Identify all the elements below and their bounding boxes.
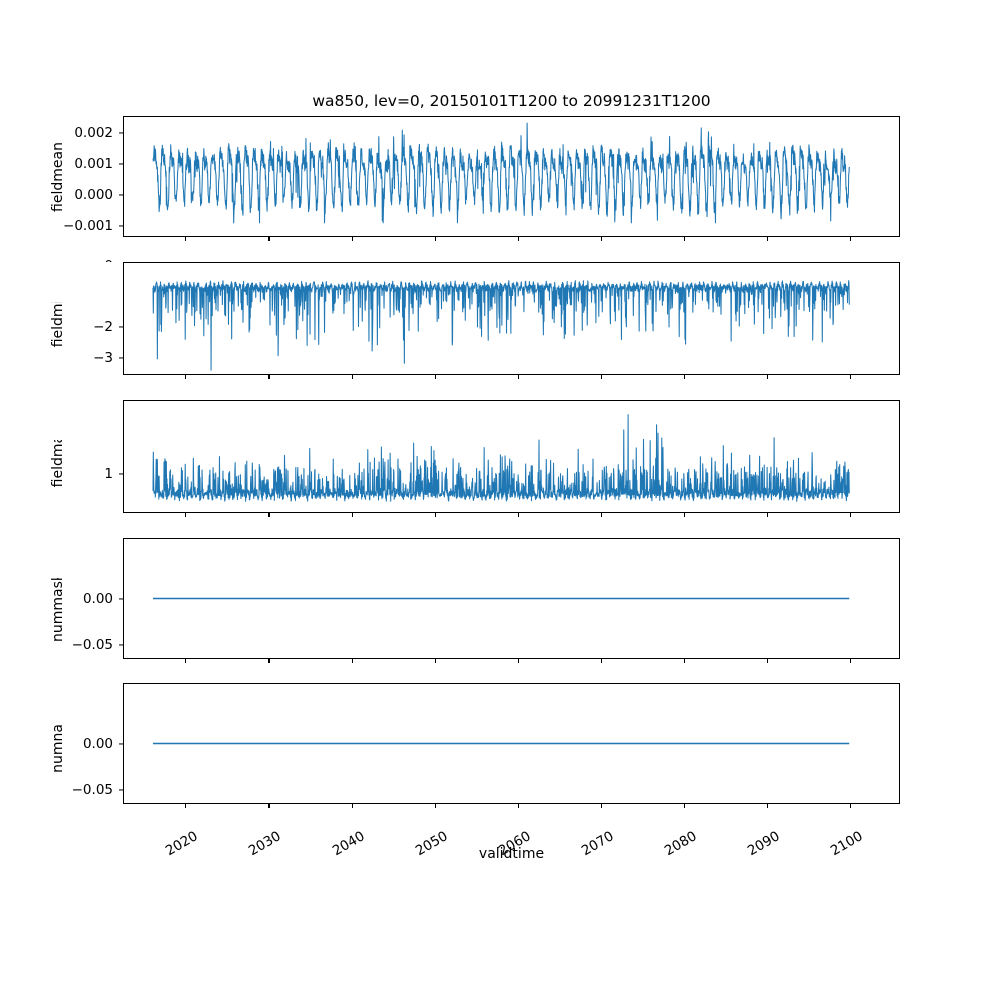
x-tick-mark — [434, 237, 436, 241]
x-tick-mark — [517, 659, 519, 663]
x-tick-mark — [517, 513, 519, 517]
y-tick-mark — [119, 163, 123, 165]
x-tick-mark — [767, 375, 769, 379]
x-tick-mark — [351, 659, 353, 663]
y-tick-mark — [119, 742, 123, 745]
x-tick-mark — [850, 804, 852, 808]
x-axis-label: validtime — [478, 846, 545, 862]
y-tick-label: −0.05 — [71, 637, 113, 654]
x-tick-mark — [351, 513, 353, 517]
x-tick-mark — [600, 513, 602, 517]
y-tick-mark — [119, 644, 123, 646]
fieldmin-line-series — [124, 263, 899, 374]
x-tick-mark — [683, 237, 686, 241]
x-tick-mark — [767, 659, 769, 663]
x-tick-mark — [268, 237, 270, 241]
x-tick-mark — [683, 804, 686, 808]
x-tick-mark — [185, 804, 187, 808]
y-tick-label: 0.002 — [74, 125, 113, 142]
x-tick-mark — [517, 237, 519, 241]
x-tick-mark — [517, 375, 519, 379]
x-tick-mark — [850, 375, 852, 379]
x-tick-mark — [850, 237, 852, 241]
y-tick-mark — [119, 357, 123, 359]
x-tick-mark — [600, 375, 602, 379]
page-title: wa850, lev=0, 20150101T1200 to 20991231T… — [312, 92, 711, 110]
y-axis-label-text: fieldmean — [50, 141, 66, 212]
x-tick-mark — [434, 513, 436, 517]
x-tick-mark — [185, 513, 187, 517]
x-tick-mark — [600, 804, 602, 808]
y-tick-mark — [119, 789, 123, 791]
y-tick-label: −2 — [93, 319, 113, 336]
x-tick-mark — [517, 804, 519, 808]
subplot-numnan — [123, 683, 900, 804]
x-tick-mark — [185, 237, 187, 241]
y-tick-label: −0.05 — [71, 782, 113, 799]
y-tick-label: 1 — [104, 466, 113, 483]
x-tick-mark — [683, 513, 686, 517]
x-tick-mark — [600, 659, 602, 663]
y-tick-mark — [119, 225, 123, 227]
x-tick-mark — [351, 804, 353, 808]
x-tick-mark — [683, 375, 686, 379]
x-tick-mark — [434, 375, 436, 379]
x-tick-mark — [850, 659, 852, 663]
y-tick-mark — [119, 473, 123, 475]
x-tick-mark — [850, 513, 852, 517]
subplot-fieldmean — [123, 116, 900, 237]
y-tick-label: −3 — [93, 350, 113, 367]
y-tick-mark — [119, 194, 123, 196]
x-tick-mark — [683, 659, 686, 663]
y-tick-mark — [119, 597, 123, 600]
subplot-fieldmin — [123, 262, 900, 375]
fieldmax-line-series — [124, 401, 899, 512]
numnan-line-series — [124, 684, 899, 803]
y-tick-mark — [119, 326, 123, 328]
y-tick-label: 0.001 — [74, 156, 113, 173]
x-tick-mark — [268, 513, 270, 517]
x-tick-mark — [185, 375, 187, 379]
x-tick-mark — [351, 375, 353, 379]
x-tick-mark — [268, 659, 270, 663]
x-tick-mark — [268, 375, 270, 379]
x-tick-mark — [351, 237, 353, 241]
y-axis-label-text: numnan — [50, 714, 66, 773]
fieldmean-line-series — [124, 117, 899, 236]
y-tick-label: −0.001 — [63, 218, 113, 235]
y-tick-mark — [119, 132, 123, 134]
x-tick-mark — [767, 804, 769, 808]
subplot-nummasked — [123, 538, 900, 659]
x-tick-mark — [268, 804, 270, 808]
x-tick-mark — [600, 237, 602, 241]
y-tick-label: 0.00 — [82, 590, 113, 607]
nummasked-line-series — [124, 539, 899, 658]
x-tick-mark — [185, 659, 187, 663]
y-tick-label: 0.000 — [74, 187, 113, 204]
x-tick-mark — [434, 659, 436, 663]
x-tick-mark — [434, 804, 436, 808]
x-tick-mark — [767, 513, 769, 517]
y-tick-label: 0.00 — [82, 735, 113, 752]
subplot-fieldmax — [123, 400, 900, 513]
x-tick-mark — [767, 237, 769, 241]
